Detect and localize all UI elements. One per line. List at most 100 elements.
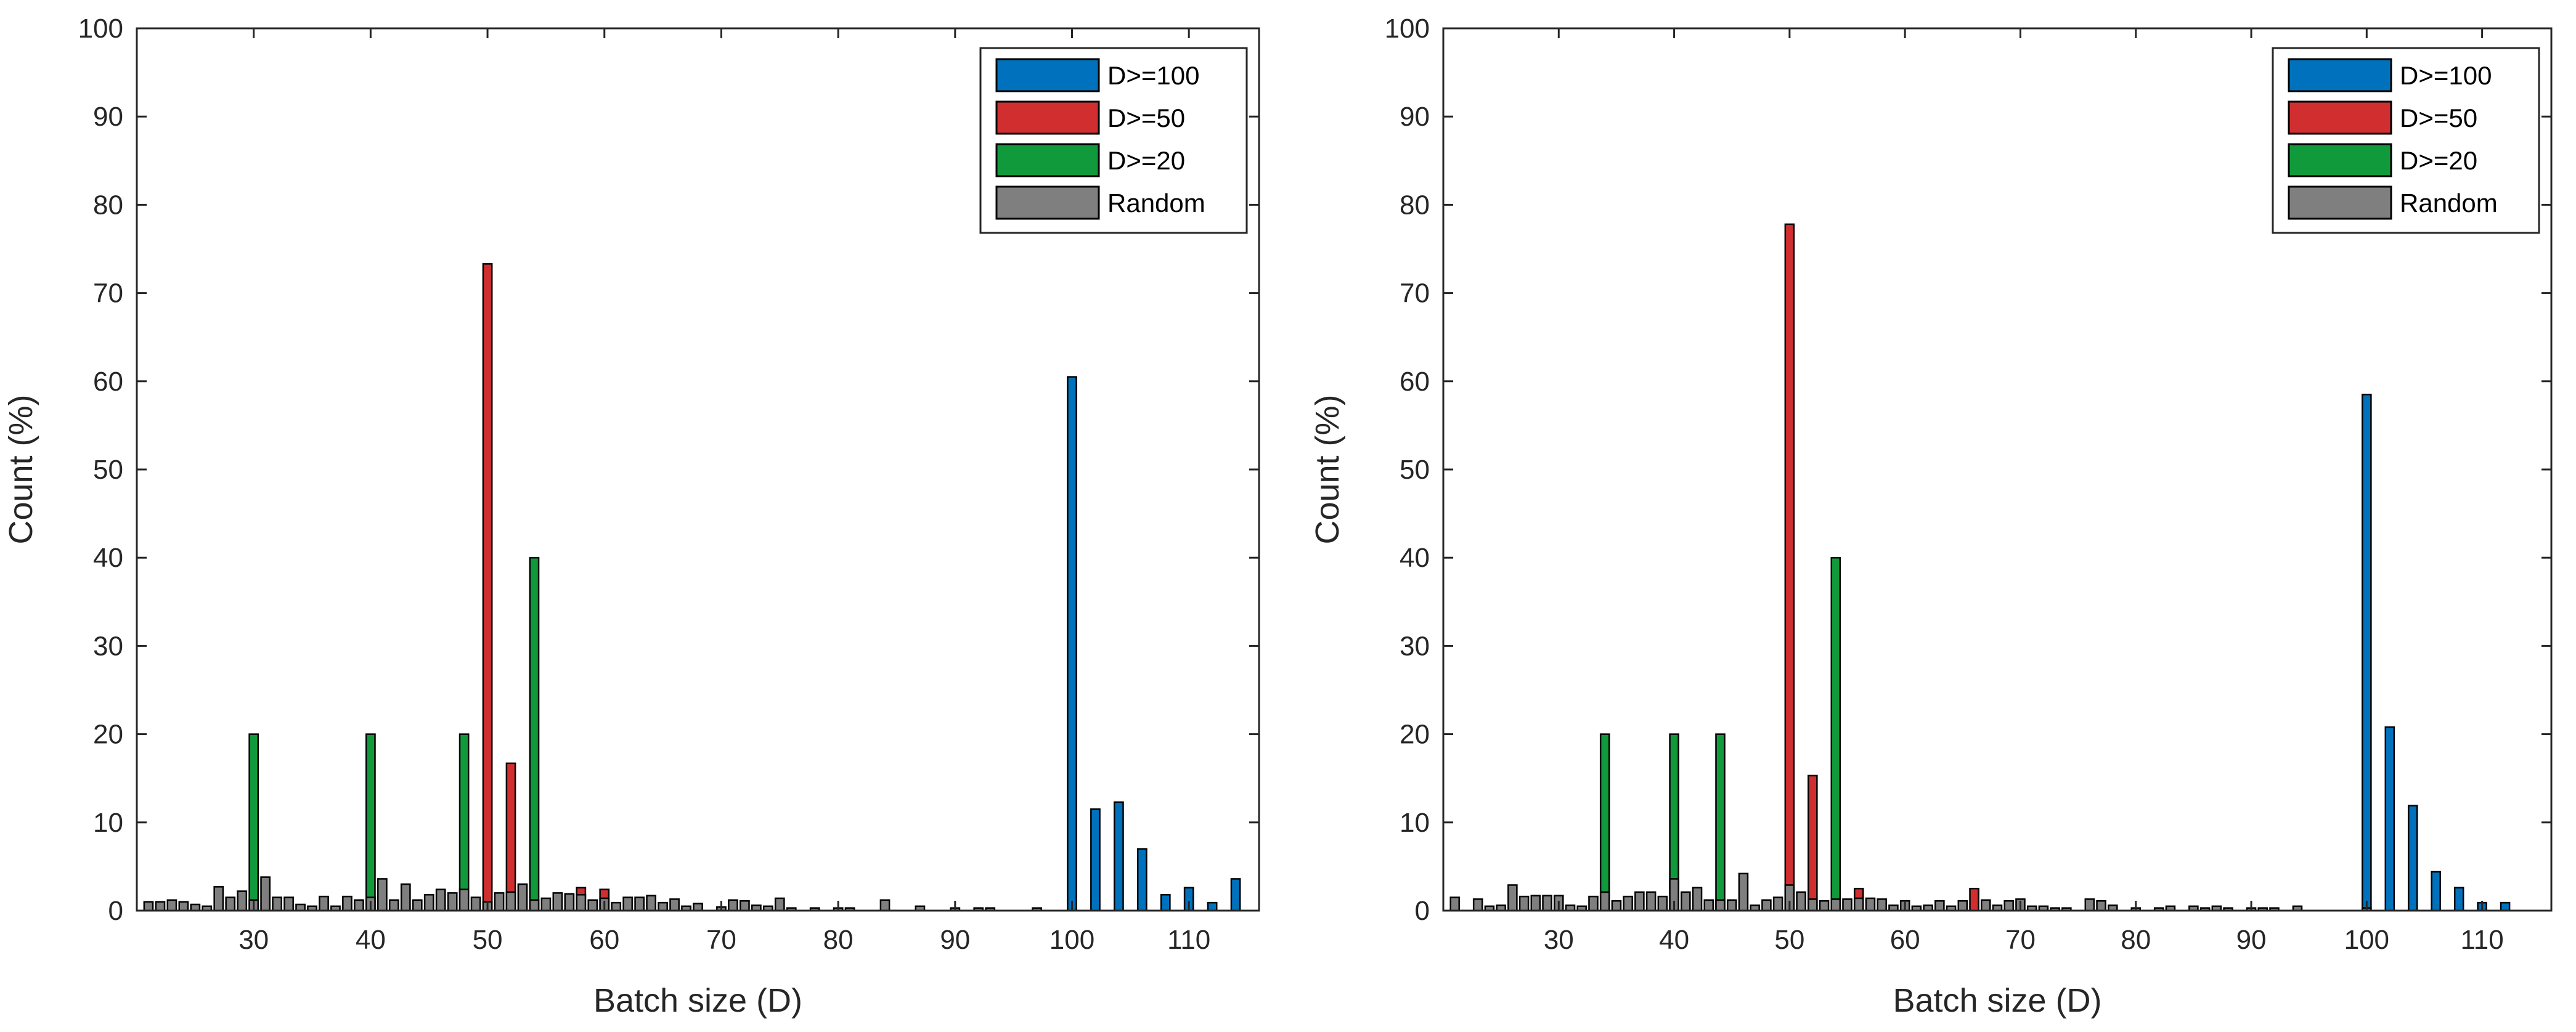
bar-random-39 (1657, 895, 1668, 912)
bar-random-31 (260, 876, 271, 912)
bar-random-52 (1808, 898, 1818, 912)
bar-random-56 (1853, 897, 1864, 912)
bar-random-51 (494, 892, 505, 912)
y-tick-label: 90 (1400, 102, 1430, 132)
y-tick-label: 0 (1415, 896, 1430, 926)
y-tick-label: 40 (1400, 543, 1430, 573)
bar-d50-50 (1784, 223, 1795, 912)
bar-random-69 (2003, 900, 2015, 912)
x-tick-label: 90 (2236, 925, 2267, 955)
y-tick-label: 0 (108, 896, 123, 926)
bar-random-58 (1877, 898, 1887, 912)
y-tick-label: 50 (93, 455, 123, 485)
y-tick-label: 30 (1400, 631, 1430, 661)
bar-random-77 (2096, 900, 2106, 912)
bar-random-66 (669, 898, 680, 912)
bar-random-44 (412, 899, 423, 912)
legend-label-d20: D>=20 (1107, 146, 1185, 175)
bar-random-48 (1761, 899, 1772, 912)
bar-d50-52 (505, 762, 516, 912)
x-axis-title: Batch size (D) (593, 982, 802, 1019)
bar-random-23 (166, 899, 177, 912)
y-tick-label: 20 (93, 720, 123, 750)
bar-d20-54 (529, 556, 540, 912)
y-tick-label: 10 (1400, 808, 1430, 838)
bar-random-33 (1588, 895, 1599, 912)
bar-random-22 (155, 901, 166, 912)
bar-random-71 (728, 899, 738, 912)
legend-swatch-d20 (995, 143, 1100, 177)
bar-random-45 (1726, 899, 1737, 912)
bar-d100-108 (1160, 893, 1171, 912)
bar-random-54 (529, 899, 540, 912)
legend-swatch-d100 (995, 58, 1100, 92)
bar-random-76 (2084, 898, 2095, 912)
y-tick-label: 10 (93, 808, 123, 838)
y-tick-label: 100 (78, 14, 123, 44)
bar-random-48 (459, 888, 470, 912)
bar-random-57 (564, 893, 575, 912)
bar-random-43 (400, 883, 411, 912)
bar-d20-40 (365, 733, 376, 912)
legend-label-d100: D>=100 (2400, 61, 2492, 90)
bar-random-56 (552, 892, 563, 912)
legend-label-random: Random (1107, 189, 1205, 217)
x-tick-label: 80 (2121, 925, 2151, 955)
bar-random-26 (1507, 884, 1518, 912)
bar-d20-44 (1715, 733, 1726, 912)
bar-random-32 (272, 896, 282, 912)
bar-random-55 (1842, 898, 1853, 912)
legend-label-d100: D>=100 (1107, 61, 1199, 90)
bar-random-52 (505, 891, 516, 912)
bar-d100-104 (2407, 805, 2418, 912)
bar-d100-108 (2453, 887, 2464, 912)
bar-random-42 (388, 899, 399, 912)
legend-swatch-random (995, 185, 1100, 220)
y-tick-label: 60 (93, 367, 123, 397)
legend-swatch-d50 (995, 100, 1100, 135)
x-tick-label: 60 (1890, 925, 1920, 955)
y-tick-label: 50 (1400, 455, 1430, 485)
bar-random-46 (1738, 872, 1749, 912)
x-tick-label: 50 (473, 925, 503, 955)
bar-random-36 (1623, 895, 1633, 912)
x-tick-label: 100 (2344, 925, 2389, 955)
bar-random-34 (295, 903, 306, 912)
x-tick-label: 110 (2461, 925, 2504, 955)
bar-random-41 (1681, 891, 1691, 912)
bar-random-38 (1645, 891, 1657, 912)
bar-random-39 (354, 899, 364, 912)
bar-random-62 (622, 896, 634, 912)
y-axis-title: Count (%) (1309, 394, 1346, 544)
y-tick-label: 30 (93, 631, 123, 661)
bar-d100-114 (1230, 878, 1241, 912)
x-tick-label: 90 (940, 925, 970, 955)
bar-random-58 (576, 893, 587, 912)
bar-random-28 (1530, 895, 1541, 912)
y-tick-label: 70 (93, 278, 123, 309)
x-tick-label: 110 (1167, 925, 1210, 955)
y-axis-title: Count (%) (2, 394, 39, 544)
legend-label-d50: D>=50 (2400, 104, 2477, 132)
y-tick-label: 40 (93, 543, 123, 573)
bar-random-29 (237, 890, 248, 912)
bar-random-45 (423, 893, 434, 912)
bar-random-38 (342, 895, 353, 912)
legend-label-random: Random (2400, 189, 2498, 217)
bar-random-53 (1819, 900, 1830, 912)
bar-d20-54 (1830, 556, 1841, 912)
bar-random-61 (611, 901, 622, 912)
bar-d100-112 (1207, 901, 1218, 912)
bar-random-49 (470, 896, 481, 912)
y-tick-label: 80 (93, 190, 123, 220)
x-tick-label: 50 (1774, 925, 1804, 955)
bar-random-63 (634, 896, 645, 912)
bar-random-27 (213, 886, 224, 912)
bar-random-67 (1980, 899, 1991, 912)
bar-d100-104 (1114, 801, 1124, 912)
bar-random-35 (1611, 900, 1622, 912)
y-tick-label: 90 (93, 102, 123, 132)
x-tick-label: 40 (356, 925, 386, 955)
x-tick-label: 70 (706, 925, 736, 955)
